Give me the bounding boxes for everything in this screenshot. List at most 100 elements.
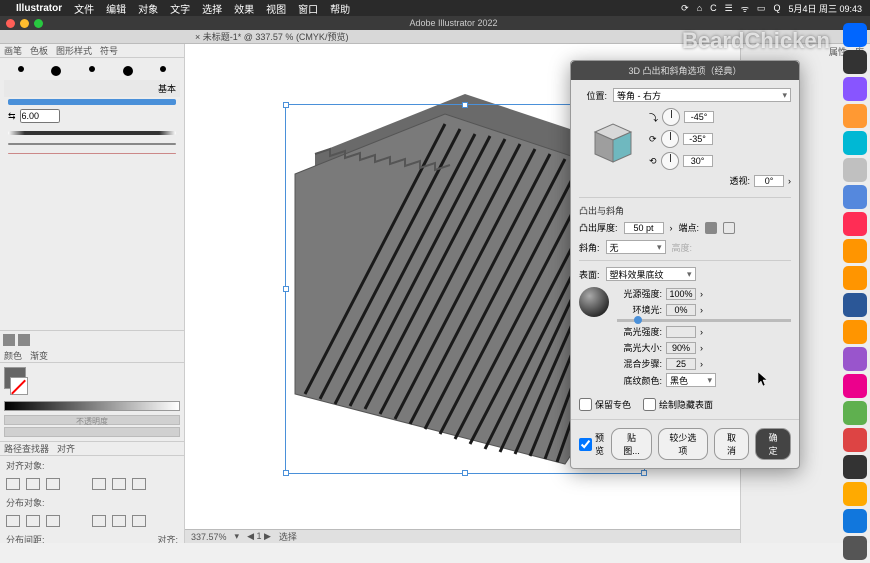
dist-right[interactable]	[132, 515, 146, 527]
cancel-button[interactable]: 取消	[714, 428, 750, 460]
rot-z-input[interactable]	[683, 155, 713, 167]
opacity-button[interactable]: 不透明度	[4, 415, 180, 425]
rot-y-input[interactable]	[683, 133, 713, 145]
menubar-date[interactable]: 5月4日 周三 09:43	[788, 2, 862, 15]
ambient-slider[interactable]	[617, 319, 791, 322]
dock-app[interactable]	[843, 158, 867, 182]
brush-preset[interactable]	[51, 66, 61, 76]
dock-app[interactable]	[843, 455, 867, 479]
shade-color-select[interactable]: 黑色	[666, 373, 716, 387]
align-vcenter[interactable]	[112, 478, 126, 490]
dist-vcenter[interactable]	[26, 515, 40, 527]
menu-window[interactable]: 窗口	[298, 1, 318, 16]
dist-top[interactable]	[6, 515, 20, 527]
tab-align[interactable]: 对齐	[57, 442, 75, 455]
dock-app[interactable]	[843, 320, 867, 344]
status-icon[interactable]: C	[710, 3, 717, 13]
link-icon[interactable]: ⇆	[8, 111, 16, 122]
battery-icon[interactable]: ▭	[757, 3, 766, 14]
dock-app[interactable]	[843, 104, 867, 128]
brush-preset[interactable]	[123, 66, 133, 76]
dock-app[interactable]	[843, 185, 867, 209]
dock-app[interactable]	[843, 293, 867, 317]
dock-app[interactable]	[843, 482, 867, 506]
brush-preset[interactable]	[18, 66, 24, 72]
preserve-spot-checkbox[interactable]: 保留专色	[579, 398, 631, 411]
dock-app[interactable]	[843, 131, 867, 155]
dock-app[interactable]	[843, 23, 867, 47]
rot-x-input[interactable]	[684, 111, 714, 123]
brush-preset[interactable]	[8, 131, 176, 135]
light-intensity-value[interactable]: 100%	[666, 288, 696, 300]
minimize-window[interactable]	[20, 19, 29, 28]
search-icon[interactable]: Q	[773, 3, 780, 13]
dist-bottom[interactable]	[46, 515, 60, 527]
cap-on[interactable]	[705, 222, 717, 234]
menu-edit[interactable]: 编辑	[106, 1, 126, 16]
dock-app[interactable]	[843, 77, 867, 101]
map-art-button[interactable]: 贴图...	[611, 428, 652, 460]
tab-styles[interactable]: 图形样式	[56, 44, 92, 57]
draw-hidden-checkbox[interactable]: 绘制隐藏表面	[643, 398, 713, 411]
wifi-icon[interactable]: ᯤ	[741, 2, 749, 15]
panel-icon[interactable]	[18, 334, 30, 346]
dist-left[interactable]	[92, 515, 106, 527]
perspective-input[interactable]	[754, 175, 784, 187]
highlight-size-value[interactable]: 90%	[666, 342, 696, 354]
dock-app[interactable]	[843, 428, 867, 452]
brush-preset[interactable]	[160, 66, 166, 72]
brush-preset[interactable]	[8, 99, 176, 105]
blend-value[interactable]: 25	[666, 358, 696, 370]
brush-preset[interactable]	[8, 143, 176, 145]
surface-select[interactable]: 塑料效果底纹	[606, 267, 696, 281]
dock-app[interactable]	[843, 509, 867, 533]
dock-app[interactable]	[843, 50, 867, 74]
position-select[interactable]: 等角 - 右方	[613, 88, 791, 102]
align-right[interactable]	[46, 478, 60, 490]
cube-preview[interactable]	[583, 112, 643, 172]
panel-icon[interactable]	[3, 334, 15, 346]
dock-app[interactable]	[843, 347, 867, 371]
menu-object[interactable]: 对象	[138, 1, 158, 16]
sel-handle[interactable]	[283, 470, 289, 476]
status-icon[interactable]: ⌂	[697, 3, 702, 13]
dock-app[interactable]	[843, 266, 867, 290]
align-top[interactable]	[92, 478, 106, 490]
status-icon[interactable]: ⟳	[681, 3, 689, 14]
tab-brushes[interactable]: 画笔	[4, 44, 22, 57]
tab-gradient[interactable]: 渐变	[30, 349, 48, 362]
rot-z-dial[interactable]	[661, 152, 679, 170]
highlight-int-value[interactable]	[666, 326, 696, 338]
align-hcenter[interactable]	[26, 478, 40, 490]
tab-swatches[interactable]: 色板	[30, 44, 48, 57]
panel-button[interactable]	[4, 427, 180, 437]
tab-color[interactable]: 颜色	[4, 349, 22, 362]
close-window[interactable]	[6, 19, 15, 28]
dock-app[interactable]	[843, 536, 867, 560]
sel-handle[interactable]	[462, 470, 468, 476]
depth-input[interactable]	[624, 222, 664, 234]
sel-handle[interactable]	[283, 102, 289, 108]
ok-button[interactable]: 确定	[755, 428, 791, 460]
gray-slider[interactable]	[4, 401, 180, 411]
menu-file[interactable]: 文件	[74, 1, 94, 16]
sel-handle[interactable]	[641, 470, 647, 476]
zoom-level[interactable]: 337.57%	[191, 532, 227, 542]
dock-app[interactable]	[843, 374, 867, 398]
brush-preset[interactable]	[89, 66, 95, 72]
status-icon[interactable]: ☰	[725, 3, 733, 14]
dock-app[interactable]	[843, 401, 867, 425]
rot-y-dial[interactable]	[661, 130, 679, 148]
sel-handle[interactable]	[283, 286, 289, 292]
cap-off[interactable]	[723, 222, 735, 234]
align-left[interactable]	[6, 478, 20, 490]
sel-handle[interactable]	[462, 102, 468, 108]
dock-app[interactable]	[843, 239, 867, 263]
bevel-select[interactable]: 无	[606, 240, 666, 254]
tab-pathfinder[interactable]: 路径查找器	[4, 442, 49, 455]
menu-type[interactable]: 文字	[170, 1, 190, 16]
basic-brush-label[interactable]: 基本	[158, 82, 176, 95]
menu-select[interactable]: 选择	[202, 1, 222, 16]
light-preview[interactable]	[579, 287, 609, 317]
zoom-window[interactable]	[34, 19, 43, 28]
